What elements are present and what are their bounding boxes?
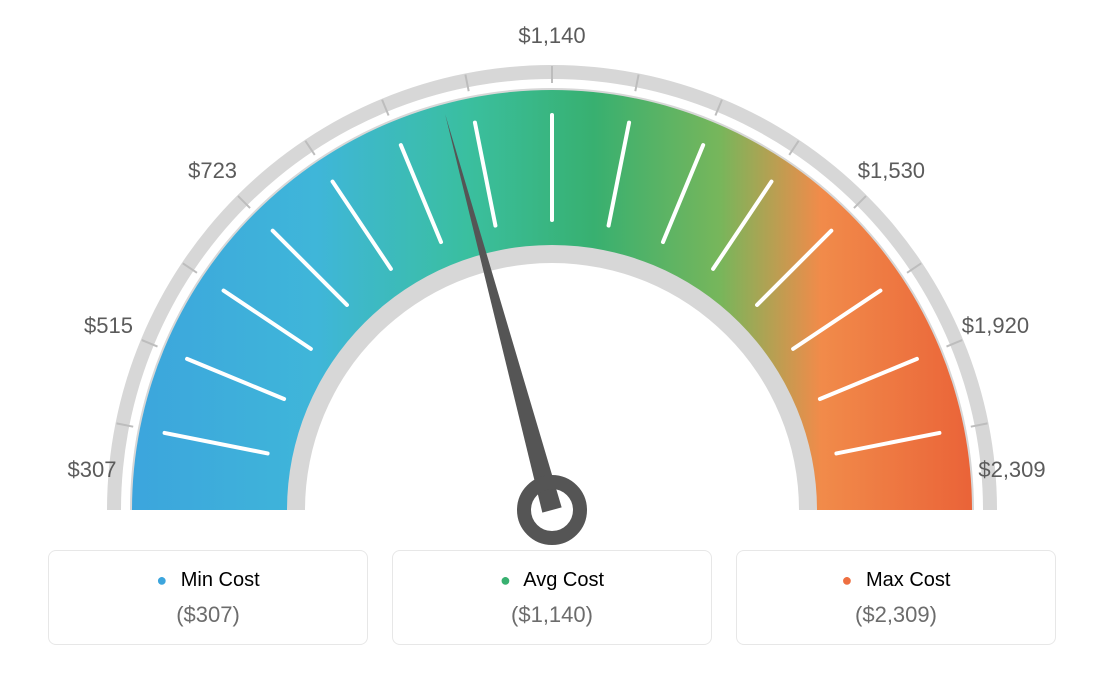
legend-title-avg: Avg Cost	[523, 569, 604, 591]
dot-icon: ●	[156, 570, 167, 590]
cost-gauge: $307 $515 $723 $1,140 $1,530 $1,920 $2,309	[0, 0, 1104, 560]
scale-label: $1,920	[962, 313, 1029, 339]
legend-title-max: Max Cost	[866, 569, 950, 591]
legend-card-avg: ● Avg Cost ($1,140)	[392, 550, 712, 645]
dot-icon: ●	[842, 570, 853, 590]
legend-value-min: ($307)	[59, 602, 357, 628]
gauge-svg	[0, 0, 1104, 560]
scale-label: $2,309	[978, 457, 1045, 483]
legend-value-max: ($2,309)	[747, 602, 1045, 628]
legend-row: ● Min Cost ($307) ● Avg Cost ($1,140) ● …	[0, 550, 1104, 645]
scale-label: $307	[68, 457, 117, 483]
scale-label: $515	[84, 313, 133, 339]
legend-value-avg: ($1,140)	[403, 602, 701, 628]
scale-label: $723	[188, 158, 237, 184]
dot-icon: ●	[500, 570, 511, 590]
legend-card-min: ● Min Cost ($307)	[48, 550, 368, 645]
scale-label: $1,140	[518, 23, 585, 49]
legend-title-min: Min Cost	[181, 569, 260, 591]
legend-card-max: ● Max Cost ($2,309)	[736, 550, 1056, 645]
scale-label: $1,530	[858, 158, 925, 184]
